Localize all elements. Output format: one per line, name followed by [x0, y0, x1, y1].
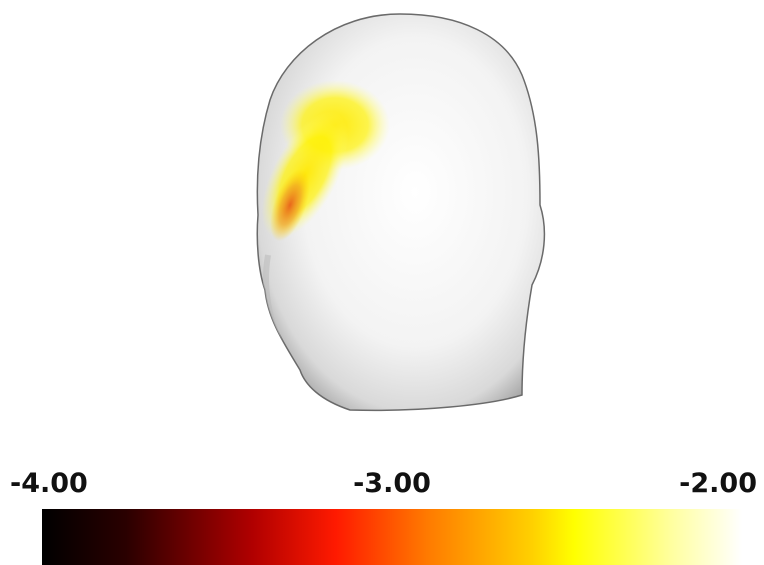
colorbar-tick-label: -2.00 [679, 468, 757, 499]
colorbar-tick-label: -3.00 [353, 468, 431, 499]
head-render [244, 14, 545, 410]
render-view: -4.00 -3.00 -2.00 [0, 0, 764, 565]
colorbar-tick-label: -4.00 [10, 468, 88, 499]
page: -4.00-3.00-2.00 (() => { const data = JS… [0, 0, 764, 565]
colorbar [42, 509, 742, 565]
